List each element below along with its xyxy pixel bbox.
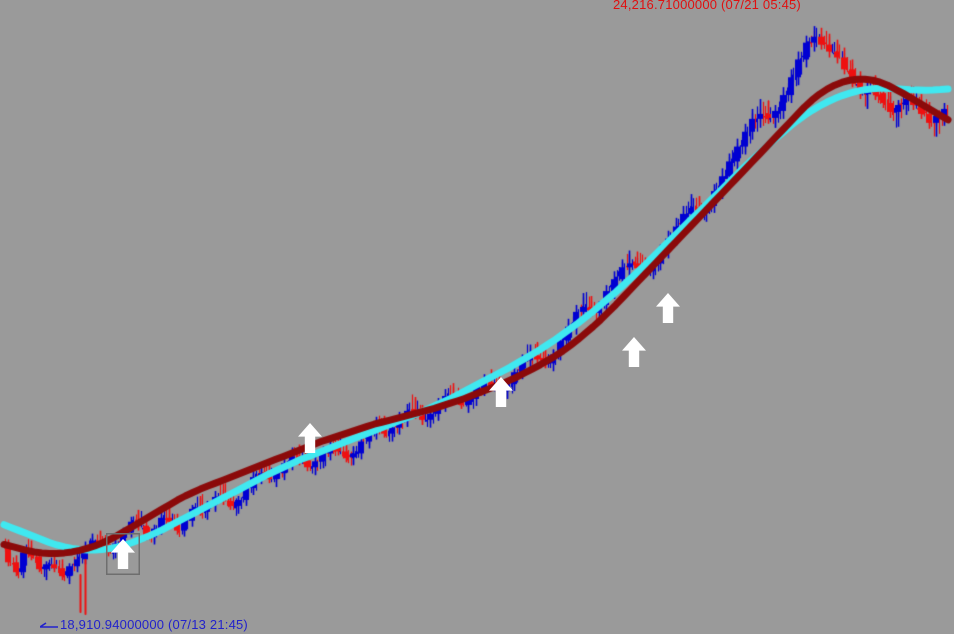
- buy-arrow-5-marker[interactable]: [655, 291, 681, 325]
- up-arrow-icon: [106, 533, 140, 575]
- buy-arrow-4-marker[interactable]: [621, 335, 647, 369]
- up-arrow-icon: [656, 293, 680, 323]
- last-price-label: 18,910.94000000 (07/13 21:45): [60, 617, 248, 632]
- up-arrow-icon: [489, 377, 513, 407]
- period-high-price-label: 24,216.71000000 (07/21 05:45): [613, 0, 801, 12]
- buy-arrow-3-marker[interactable]: [488, 375, 514, 409]
- buy-arrow-2-marker[interactable]: [297, 421, 323, 455]
- buy-arrow-1-marker[interactable]: [106, 533, 140, 575]
- up-arrow-icon: [622, 337, 646, 367]
- up-arrow-icon: [298, 423, 322, 453]
- last-price-pointer-icon: [40, 622, 58, 628]
